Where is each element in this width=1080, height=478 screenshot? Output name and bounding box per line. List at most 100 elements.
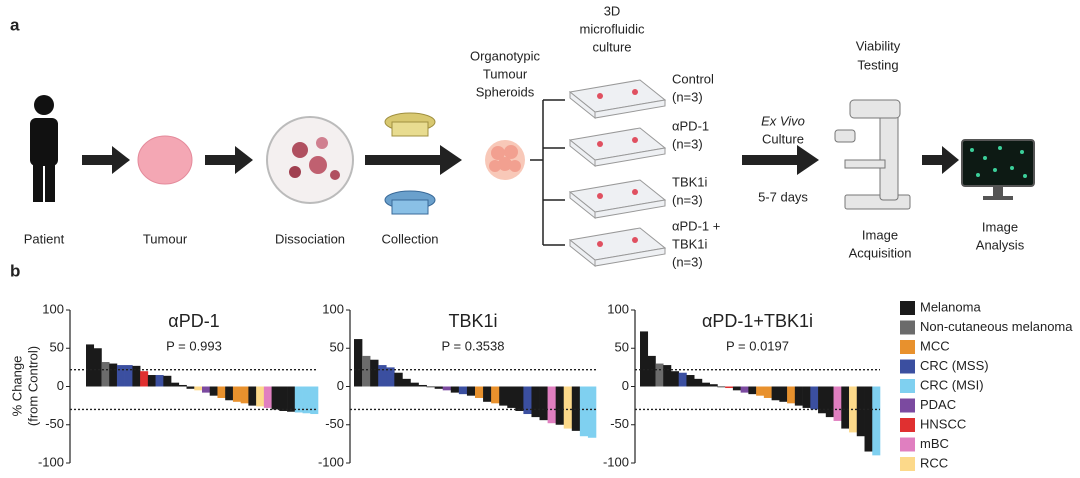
bar: [787, 386, 796, 404]
bar: [825, 386, 834, 418]
bar: [450, 386, 460, 393]
bar: [294, 386, 303, 413]
legend-swatch: [900, 398, 915, 413]
bar: [740, 386, 749, 393]
condition-label: (n=3): [672, 136, 703, 151]
bar: [442, 386, 452, 391]
condition-label: (n=3): [672, 89, 703, 104]
step-label: Culture: [762, 131, 804, 146]
bar: [370, 359, 379, 387]
bar: [163, 375, 172, 387]
bar: [402, 378, 411, 387]
bar: [410, 382, 419, 387]
legend-label: PDAC: [920, 397, 956, 412]
y-tick-label: 50: [615, 340, 629, 355]
bar: [483, 386, 492, 402]
bar: [225, 386, 234, 401]
step-label: Collection: [381, 231, 438, 246]
legend-label: CRC (MSS): [920, 358, 989, 373]
bar: [426, 386, 435, 388]
bar: [302, 386, 311, 414]
bar: [386, 367, 395, 387]
bar: [841, 386, 850, 429]
y-tick-label: -50: [45, 416, 64, 431]
bar: [93, 348, 102, 387]
bar: [864, 386, 873, 452]
bar: [818, 386, 827, 414]
bar: [663, 365, 672, 387]
legend-swatch: [900, 418, 915, 432]
y-axis-label: % Change: [9, 356, 24, 417]
bar: [833, 386, 842, 421]
chips: [568, 79, 667, 268]
bar: [279, 386, 288, 411]
legend-label: CRC (MSI): [920, 377, 984, 392]
arrow: [82, 146, 130, 174]
panel-a: a Patient Tumour Dissociation Collection…: [10, 3, 1035, 269]
step-label: Dissociation: [275, 231, 345, 246]
bar: [579, 386, 589, 437]
bar: [794, 386, 803, 406]
step-label: 3D: [604, 3, 621, 18]
bar: [178, 384, 187, 387]
bar: [132, 365, 141, 387]
step-label: Spheroids: [476, 84, 535, 99]
y-tick-label: 100: [607, 301, 629, 316]
legend-label: RCC: [920, 455, 948, 470]
bar: [694, 378, 703, 387]
step-label: Analysis: [976, 237, 1025, 252]
y-tick-label: -100: [318, 454, 344, 469]
monitor-icon: [961, 139, 1035, 200]
bar: [539, 386, 548, 421]
chip-wells: [597, 89, 638, 247]
step-label: Image: [862, 227, 898, 242]
bar: [499, 386, 508, 406]
y-tick-label: -100: [603, 454, 629, 469]
bar: [717, 386, 726, 388]
step-label: Ex Vivo: [761, 113, 805, 128]
arrow: [742, 145, 819, 175]
bar: [155, 375, 164, 387]
bar: [523, 386, 532, 415]
bar: [354, 339, 363, 387]
legend-swatch: [900, 457, 915, 471]
bar: [394, 372, 403, 387]
y-tick-label: 0: [337, 378, 344, 393]
bar: [571, 386, 581, 431]
step-label: Testing: [857, 57, 898, 72]
arrow: [365, 145, 462, 175]
chart-subtitle: P = 0.0197: [726, 338, 789, 353]
bar: [101, 362, 110, 387]
bar: [310, 386, 319, 415]
bar: [362, 355, 371, 387]
step-label: Acquisition: [849, 245, 912, 260]
bar: [507, 386, 516, 408]
bar: [287, 386, 296, 412]
bar: [771, 386, 780, 401]
bar: [248, 386, 257, 406]
bar: [640, 331, 649, 387]
y-axis-label: (from Control): [25, 346, 40, 426]
filter-icons: [384, 112, 436, 215]
bar: [678, 372, 687, 387]
chart-title: TBK1i: [448, 311, 497, 331]
bar: [458, 386, 468, 395]
legend-label: HNSCC: [920, 416, 966, 431]
bar: [725, 386, 734, 389]
arrow: [205, 146, 253, 174]
bar: [748, 386, 757, 395]
step-label: culture: [592, 39, 631, 54]
bar: [763, 386, 772, 398]
bar: [434, 386, 444, 389]
legend-swatch: [900, 320, 915, 335]
bar: [194, 386, 203, 391]
step-label: Patient: [24, 231, 65, 246]
y-tick-label: 0: [622, 378, 629, 393]
chart-title: αPD-1: [168, 311, 219, 331]
bar: [116, 365, 125, 387]
microscope-icon: [834, 99, 911, 210]
bar: [701, 382, 710, 387]
condition-label: (n=3): [672, 254, 703, 269]
y-tick-label: -100: [38, 454, 64, 469]
